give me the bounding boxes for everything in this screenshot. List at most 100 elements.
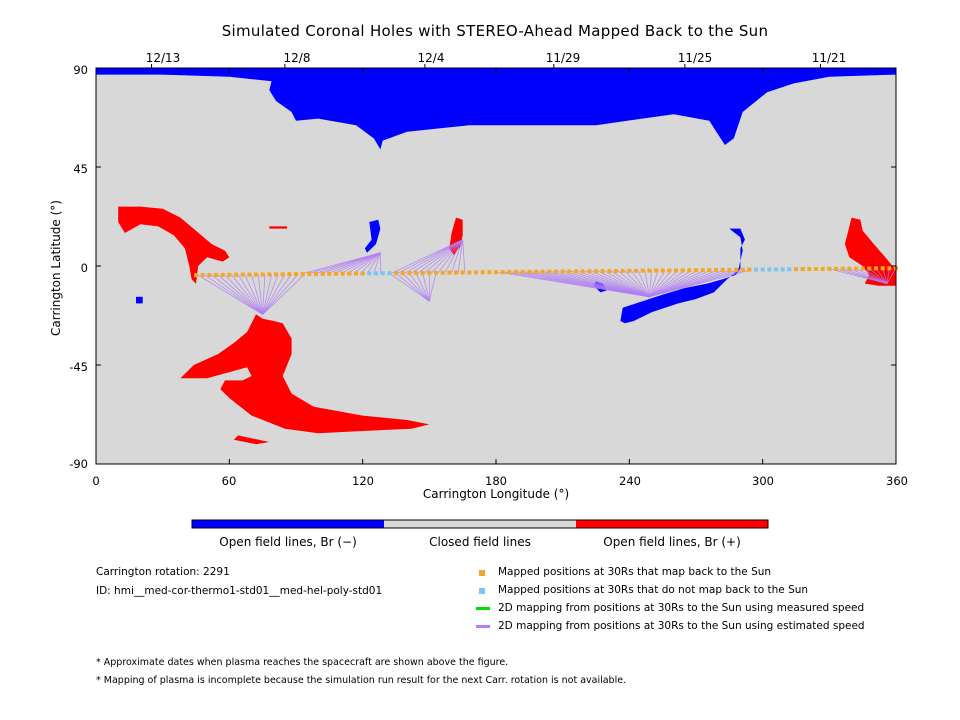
positive-open-field-region <box>269 226 288 229</box>
y-tick-label: 0 <box>80 261 88 275</box>
date-label: 12/4 <box>417 51 445 65</box>
y-axis-label: Carrington Latitude (°) <box>49 200 63 336</box>
mapping-line-estimated <box>648 270 652 297</box>
mapped-position-marker <box>694 268 698 273</box>
mapped-position-marker <box>860 266 865 271</box>
mapping-line-estimated <box>231 274 263 315</box>
mapping-line-estimated <box>649 269 686 298</box>
mapping-line-estimated <box>389 272 430 302</box>
mapped-position-marker <box>394 271 398 276</box>
mapping-line-estimated <box>437 239 463 273</box>
mapped-position-marker <box>520 269 525 274</box>
mapped-position-marker <box>300 272 305 277</box>
mapped-position-marker <box>327 271 332 276</box>
mapped-position-marker <box>827 266 832 271</box>
mapped-position-marker <box>800 267 805 272</box>
mapping-line-estimated <box>326 252 381 275</box>
unmapped-position-marker <box>767 267 772 272</box>
mapping-line-estimated <box>257 274 264 315</box>
unmapped-position-marker <box>387 271 392 276</box>
unmapped-position-marker <box>787 267 792 272</box>
mapped-position-marker <box>507 270 512 275</box>
legend-label-mapped: Mapped positions at 30Rs that map back t… <box>498 566 772 578</box>
colorbar-label-negative: Open field lines, Br (−) <box>219 535 357 549</box>
mapping-line-estimated <box>262 274 272 315</box>
colorbar-label-closed: Closed field lines <box>429 535 531 549</box>
mapping-line-estimated <box>262 273 306 315</box>
mapped-position-marker <box>280 272 285 277</box>
mapped-position-marker <box>274 272 278 277</box>
mapping-line-estimated <box>204 274 263 315</box>
mapped-position-marker <box>634 268 638 273</box>
mapped-position-marker <box>440 270 445 275</box>
mapping-line-estimated <box>431 239 463 274</box>
mapped-position-marker <box>580 269 585 274</box>
y-tick-label: -90 <box>69 457 88 471</box>
mapping-line-estimated <box>404 239 463 274</box>
mapped-position-marker <box>534 269 538 274</box>
mapping-line-estimated <box>648 270 659 297</box>
mapped-position-marker <box>887 266 892 271</box>
negative-open-field-region <box>96 68 896 150</box>
mapping-line-estimated <box>262 274 286 315</box>
mapping-line-estimated <box>624 270 650 298</box>
mapped-position-marker <box>547 269 552 274</box>
mapping-line-estimated <box>648 270 666 298</box>
mapping-line-estimated <box>462 239 466 273</box>
x-tick-label: 360 <box>886 474 908 488</box>
mapping-line-estimated <box>402 272 430 302</box>
mapped-position-marker <box>460 270 465 275</box>
mapping-line-estimated <box>366 252 381 274</box>
mapping-line-estimated <box>224 274 263 315</box>
negative-open-field-region <box>136 296 143 304</box>
mapped-position-marker <box>720 267 725 272</box>
x-tick-label: 240 <box>619 474 641 488</box>
mapped-position-marker <box>207 272 212 277</box>
negative-open-field-region <box>620 228 745 324</box>
mapped-position-marker <box>214 272 218 277</box>
mapped-position-marker <box>200 273 205 278</box>
mapped-position-marker <box>687 268 692 273</box>
mapping-line-estimated <box>604 270 650 298</box>
mapped-position-marker <box>540 269 545 274</box>
mapped-position-marker <box>614 268 618 273</box>
mapping-line-estimated <box>649 270 679 298</box>
mapped-position-marker <box>607 269 612 274</box>
mapped-position-marker <box>354 271 358 276</box>
mapping-line-estimated <box>422 272 430 302</box>
x-tick-label: 0 <box>92 474 100 488</box>
colorbar-segment <box>192 520 384 528</box>
mapped-position-marker <box>834 266 838 271</box>
mapped-position-marker <box>747 267 752 272</box>
y-tick-label: 45 <box>73 162 88 176</box>
legend-label-measured: 2D mapping from positions at 30Rs to the… <box>498 602 865 614</box>
footnote-incomplete: * Mapping of plasma is incomplete becaus… <box>96 675 627 686</box>
y-tick-label: -45 <box>69 360 88 374</box>
mapping-line-estimated <box>637 270 650 297</box>
mapped-position-marker <box>854 266 858 271</box>
mapped-position-marker <box>247 272 252 277</box>
mapped-position-marker <box>220 272 225 277</box>
date-label: 11/25 <box>677 51 713 65</box>
mapping-line-estimated <box>584 270 650 298</box>
mapped-position-marker <box>400 271 405 276</box>
mapped-position-marker <box>647 268 652 273</box>
positive-open-field-region <box>233 435 270 445</box>
negative-open-field-region <box>364 219 381 253</box>
x-tick-label: 60 <box>221 474 237 488</box>
mapping-line-estimated <box>869 268 888 284</box>
mapped-position-marker <box>600 269 605 274</box>
mapped-position-marker <box>840 266 845 271</box>
legend-swatch-unmapped <box>479 588 485 594</box>
mapping-line-estimated <box>262 274 279 315</box>
unmapped-position-marker <box>754 267 758 272</box>
mapped-position-marker <box>667 268 672 273</box>
mapping-line-estimated <box>251 274 264 315</box>
mapped-position-marker <box>814 266 818 271</box>
mapped-position-marker <box>254 272 258 277</box>
mapping-line-estimated <box>411 239 463 274</box>
date-label: 11/29 <box>545 51 581 65</box>
mapped-position-marker <box>674 268 678 273</box>
mapping-line-estimated <box>237 274 264 315</box>
